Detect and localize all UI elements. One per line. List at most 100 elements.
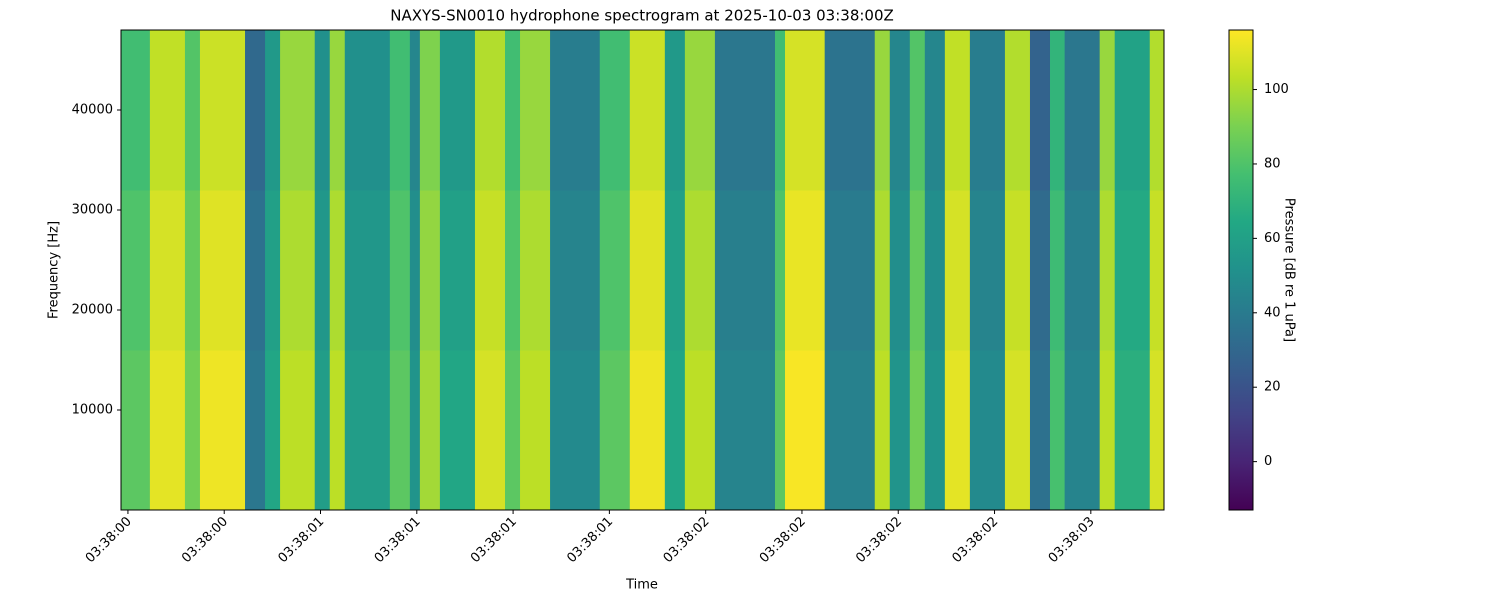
x-tick-label: 03:38:00 bbox=[179, 514, 231, 566]
y-tick-label: 20000 bbox=[72, 303, 113, 318]
heatmap-cell bbox=[149, 30, 186, 191]
heatmap-cell bbox=[409, 350, 421, 511]
x-tick-label: 03:38:01 bbox=[564, 514, 616, 566]
x-tick-label: 03:38:01 bbox=[372, 514, 424, 566]
plot-frame bbox=[120, 29, 1165, 511]
heatmap-cell bbox=[280, 190, 316, 351]
heatmap-cell bbox=[874, 350, 891, 511]
heatmap-cell bbox=[1149, 190, 1165, 351]
heatmap-cell bbox=[664, 190, 686, 351]
heatmap-cell bbox=[1064, 350, 1101, 511]
heatmap-cell bbox=[520, 350, 551, 511]
colorbar-tick-label: 80 bbox=[1264, 156, 1281, 171]
heatmap-cell bbox=[1114, 350, 1151, 511]
heatmap-cell bbox=[774, 30, 786, 191]
heatmap-cell bbox=[550, 350, 601, 511]
heatmap-cell bbox=[265, 190, 281, 351]
heatmap-cell bbox=[329, 350, 346, 511]
heatmap-cell bbox=[245, 190, 266, 351]
colorbar-tick-label: 100 bbox=[1264, 82, 1289, 97]
heatmap-cell bbox=[824, 350, 876, 511]
y-tick-label: 10000 bbox=[72, 403, 113, 418]
x-tick-label: 03:38:02 bbox=[757, 514, 809, 566]
heatmap-cell bbox=[329, 190, 346, 351]
heatmap-cell bbox=[419, 30, 441, 191]
y-tick-label: 40000 bbox=[72, 103, 113, 118]
heatmap-cell bbox=[439, 350, 476, 511]
colorbar-tick-label: 20 bbox=[1264, 380, 1281, 395]
y-axis-label: Frequency [Hz] bbox=[47, 221, 62, 319]
heatmap-cell bbox=[969, 350, 1006, 511]
colorbar-tick-label: 0 bbox=[1264, 454, 1272, 469]
heatmap-cell bbox=[599, 350, 631, 511]
heatmap-cell bbox=[1064, 30, 1101, 191]
heatmap-cell bbox=[149, 350, 186, 511]
heatmap-cell bbox=[944, 30, 971, 191]
heatmap-cell bbox=[909, 190, 926, 351]
heatmap-cell bbox=[714, 350, 776, 511]
heatmap-cell bbox=[785, 30, 826, 191]
x-tick-label: 03:38:01 bbox=[275, 514, 327, 566]
heatmap-cell bbox=[664, 350, 686, 511]
colorbar bbox=[1228, 29, 1254, 511]
heatmap-cell bbox=[969, 30, 1006, 191]
x-tick-label: 03:38:03 bbox=[1046, 514, 1098, 566]
heatmap-cell bbox=[344, 350, 391, 511]
heatmap-cell bbox=[1029, 350, 1051, 511]
heatmap-cell bbox=[599, 30, 631, 191]
heatmap-cell bbox=[924, 350, 946, 511]
heatmap-cell bbox=[774, 190, 786, 351]
heatmap-cell bbox=[714, 30, 776, 191]
colorbar-tick-label: 40 bbox=[1264, 305, 1281, 320]
heatmap-cell bbox=[1114, 30, 1151, 191]
heatmap-cell bbox=[121, 30, 151, 191]
heatmap-cell bbox=[714, 190, 776, 351]
heatmap-cell bbox=[389, 30, 411, 191]
colorbar-tick-label: 60 bbox=[1264, 231, 1281, 246]
heatmap-cell bbox=[121, 190, 151, 351]
heatmap-cell bbox=[684, 30, 716, 191]
heatmap-cell bbox=[245, 30, 266, 191]
heatmap-cell bbox=[684, 190, 716, 351]
heatmap-cell bbox=[344, 190, 391, 351]
x-tick-label: 03:38:02 bbox=[853, 514, 905, 566]
x-tick-label: 03:38:02 bbox=[949, 514, 1001, 566]
heatmap-cell bbox=[439, 190, 476, 351]
heatmap-cell bbox=[1049, 190, 1066, 351]
chart-title: NAXYS-SN0010 hydrophone spectrogram at 2… bbox=[390, 7, 894, 25]
heatmap-cell bbox=[550, 30, 601, 191]
heatmap-cell bbox=[944, 190, 971, 351]
heatmap-cell bbox=[1099, 350, 1116, 511]
heatmap-cell bbox=[409, 30, 421, 191]
heatmap-cell bbox=[409, 190, 421, 351]
colorbar-label: Pressure [dB re 1 uPa] bbox=[1282, 198, 1297, 342]
heatmap-cell bbox=[874, 190, 891, 351]
heatmap-cell bbox=[121, 350, 151, 511]
heatmap-cell bbox=[1149, 350, 1165, 511]
x-tick-label: 03:38:02 bbox=[661, 514, 713, 566]
heatmap-cell bbox=[924, 190, 946, 351]
heatmap-cell bbox=[1049, 350, 1066, 511]
heatmap-cell bbox=[199, 30, 246, 191]
y-tick-label: 30000 bbox=[72, 203, 113, 218]
heatmap-cell bbox=[149, 190, 186, 351]
heatmap-cell bbox=[389, 350, 411, 511]
heatmap-cell bbox=[329, 30, 346, 191]
heatmap-cell bbox=[785, 190, 826, 351]
heatmap-cell bbox=[889, 30, 911, 191]
heatmap-cell bbox=[1064, 190, 1101, 351]
heatmap-cell bbox=[280, 30, 316, 191]
heatmap-cell bbox=[504, 30, 521, 191]
heatmap-cell bbox=[265, 30, 281, 191]
heatmap-cell bbox=[944, 350, 971, 511]
heatmap-cell bbox=[1004, 30, 1031, 191]
heatmap-cell bbox=[1004, 190, 1031, 351]
heatmap-cell bbox=[314, 350, 331, 511]
heatmap-cell bbox=[1099, 30, 1116, 191]
heatmap-cell bbox=[889, 350, 911, 511]
heatmap-cell bbox=[785, 350, 826, 511]
x-axis-label: Time bbox=[625, 578, 658, 593]
heatmap-cell bbox=[520, 30, 551, 191]
x-tick-label: 03:38:01 bbox=[468, 514, 520, 566]
